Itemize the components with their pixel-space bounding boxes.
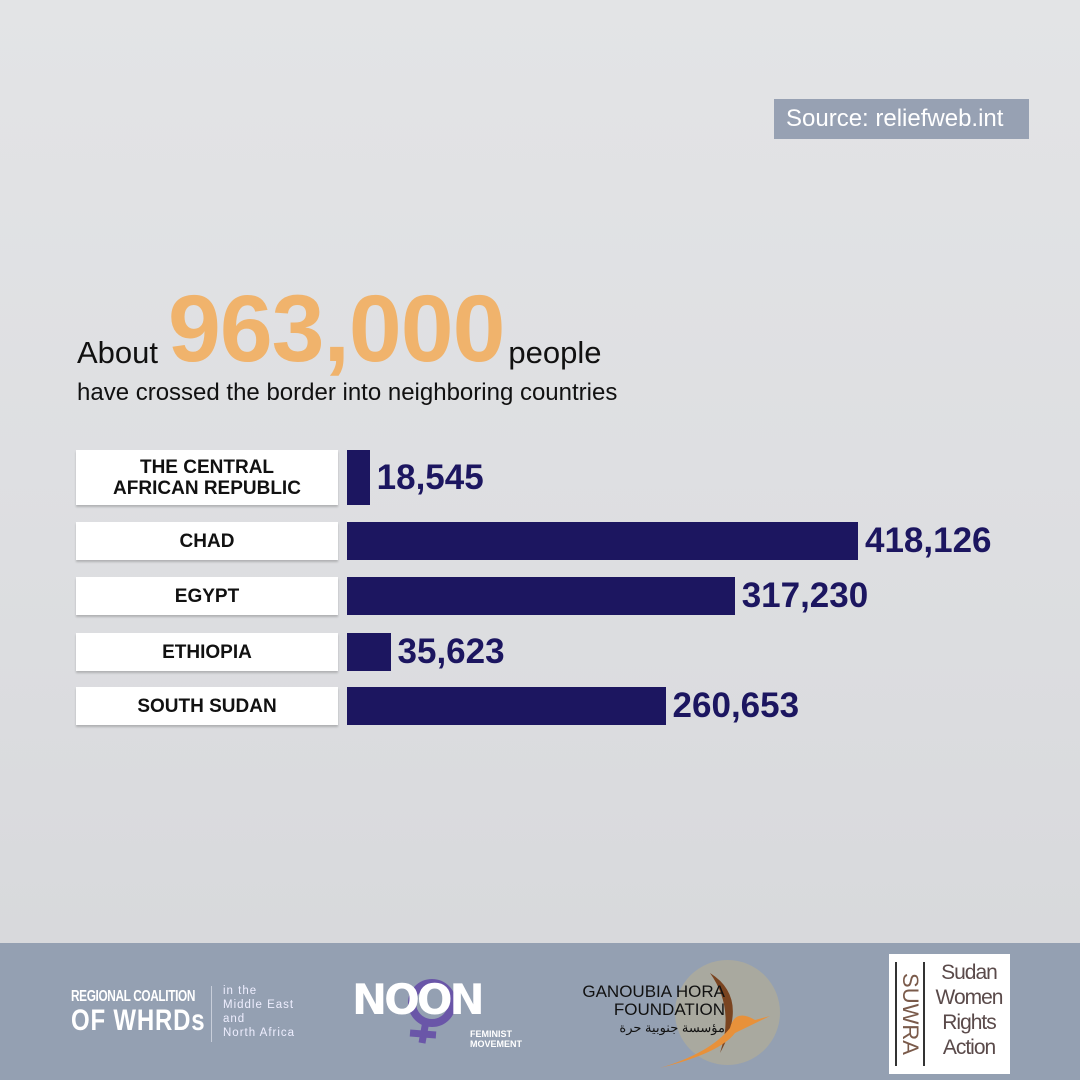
logo-ganoubia-hora: GANOUBIA HORA FOUNDATION مؤسسة جنوبية حرة — [560, 958, 785, 1068]
logo-text: REGIONAL COALITION — [71, 988, 196, 1005]
bar-row: THE CENTRAL AFRICAN REPUBLIC 18,545 — [0, 450, 1080, 505]
bar — [347, 450, 370, 505]
headline-subtitle: have crossed the border into neighboring… — [77, 379, 618, 406]
logo-text: OF WHRDs — [71, 1004, 206, 1037]
headline: About 963,000 people — [77, 282, 602, 377]
category-label: ETHIOPIA — [76, 633, 338, 671]
category-label: EGYPT — [76, 577, 338, 615]
venus-symbol-icon — [408, 979, 456, 1044]
category-label: CHAD — [76, 522, 338, 560]
logo-noon: NOON FEMINIST MOVEMENT — [352, 971, 522, 1061]
logo-text: SUWRA — [898, 973, 924, 1055]
bar — [347, 687, 666, 725]
bar-row: EGYPT 317,230 — [0, 576, 1080, 615]
footer: REGIONAL COALITION OF WHRDs in the Middle… — [0, 943, 1080, 1080]
bar-row: SOUTH SUDAN 260,653 — [0, 686, 1080, 725]
logo-text: Sudan Women Rights Action — [935, 961, 1004, 1059]
logo-suwra: SUWRA Sudan Women Rights Action — [889, 954, 1010, 1074]
value-label: 18,545 — [376, 457, 484, 497]
headline-suffix: people — [508, 335, 602, 370]
logo-regional-coalition: REGIONAL COALITION OF WHRDs in the Middle… — [71, 985, 311, 1043]
headline-prefix: About — [77, 335, 159, 370]
category-label: SOUTH SUDAN — [76, 687, 338, 725]
bar — [347, 522, 858, 560]
value-label: 260,653 — [672, 686, 800, 725]
bar-row: ETHIOPIA 35,623 — [0, 632, 1080, 671]
source-label: Source: reliefweb.int — [774, 99, 1029, 139]
logo-tagline: FEMINIST MOVEMENT — [470, 1029, 523, 1049]
logo-text: GANOUBIA HORA FOUNDATION مؤسسة جنوبية حرة — [582, 982, 725, 1036]
bird-icon — [660, 973, 770, 1068]
logo-text: NOON — [352, 975, 485, 1024]
value-label: 35,623 — [397, 632, 505, 671]
bar-row: CHAD 418,126 — [0, 521, 1080, 560]
bar — [347, 577, 735, 615]
logo-tagline: in the Middle East and North Africa — [223, 985, 296, 1039]
value-label: 317,230 — [741, 576, 869, 615]
headline-number: 963,000 — [168, 276, 505, 382]
bar — [347, 633, 391, 671]
category-label: THE CENTRAL AFRICAN REPUBLIC — [76, 450, 338, 505]
value-label: 418,126 — [865, 521, 992, 560]
